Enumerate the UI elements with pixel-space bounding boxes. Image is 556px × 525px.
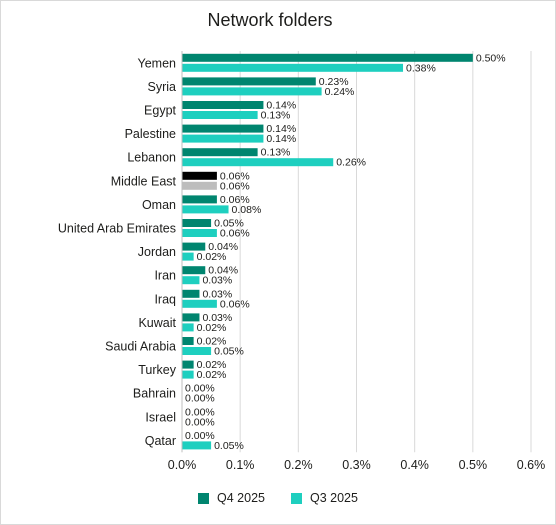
data-label: 0.05% — [214, 218, 244, 230]
bar — [182, 313, 200, 322]
data-label: 0.05% — [214, 440, 244, 452]
data-label: 0.06% — [220, 228, 250, 240]
data-label: 0.13% — [261, 110, 291, 122]
data-label: 0.02% — [197, 322, 227, 334]
data-label: 0.00% — [185, 416, 215, 428]
bar — [182, 63, 404, 72]
bar — [182, 299, 217, 308]
bar — [182, 252, 194, 261]
bar — [182, 87, 322, 96]
bar — [182, 53, 473, 62]
data-label: 0.06% — [220, 180, 250, 192]
data-label: 0.04% — [208, 265, 238, 277]
bar — [182, 242, 206, 251]
data-label: 0.06% — [220, 194, 250, 206]
category-label: Turkey — [138, 363, 176, 377]
category-label: Saudi Arabia — [105, 340, 176, 354]
data-label: 0.00% — [185, 406, 215, 418]
category-label: Yemen — [138, 56, 177, 70]
legend-label-q4: Q4 2025 — [217, 491, 265, 505]
bar — [182, 360, 194, 369]
legend-swatch-q4 — [198, 492, 210, 504]
bar — [182, 171, 217, 180]
legend-item-q3: Q3 2025 — [291, 491, 358, 505]
bar — [182, 337, 194, 345]
bar — [182, 77, 316, 86]
bar — [182, 323, 194, 332]
bar — [182, 289, 200, 298]
category-label: Lebanon — [127, 151, 176, 165]
chart-title: Network folders — [207, 10, 333, 30]
data-label: 0.24% — [325, 86, 355, 98]
data-label: 0.38% — [406, 62, 436, 74]
bar — [182, 181, 217, 190]
x-tick-label: 0.2% — [284, 458, 313, 472]
data-label: 0.02% — [197, 251, 227, 263]
bar — [182, 370, 194, 379]
data-label: 0.50% — [476, 52, 506, 64]
data-label: 0.04% — [208, 241, 238, 253]
category-label: Syria — [148, 80, 177, 94]
bar — [182, 124, 264, 133]
data-label: 0.02% — [197, 336, 227, 348]
data-label: 0.03% — [202, 312, 232, 324]
category-label: Middle East — [111, 174, 177, 188]
bar — [182, 134, 264, 143]
data-label: 0.23% — [319, 76, 349, 88]
data-label: 0.14% — [266, 123, 296, 135]
data-label: 0.14% — [266, 100, 296, 112]
bar — [182, 441, 212, 450]
bar — [182, 148, 258, 157]
data-label: 0.08% — [232, 204, 262, 216]
data-label: 0.00% — [185, 383, 215, 395]
category-label: Iraq — [154, 292, 176, 306]
x-tick-label: 0.5% — [459, 458, 488, 472]
chart-legend: Q4 2025 Q3 2025 — [0, 491, 556, 505]
bar — [182, 101, 264, 109]
data-label: 0.05% — [214, 346, 244, 358]
bar — [182, 195, 217, 204]
bar — [182, 111, 258, 119]
data-label: 0.26% — [336, 157, 366, 169]
x-tick-label: 0.6% — [517, 458, 546, 472]
bar — [182, 229, 217, 237]
category-label: Bahrain — [133, 387, 176, 401]
x-tick-label: 0.4% — [400, 458, 429, 472]
data-label: 0.00% — [185, 430, 215, 442]
data-label: 0.06% — [220, 170, 250, 182]
data-label: 0.14% — [266, 133, 296, 145]
data-label: 0.03% — [202, 288, 232, 300]
category-label: Oman — [142, 198, 176, 212]
legend-swatch-q3 — [291, 492, 302, 504]
legend-label-q3: Q3 2025 — [310, 491, 358, 505]
bar — [182, 205, 229, 214]
bar — [182, 347, 212, 355]
category-label: Palestine — [125, 127, 176, 141]
legend-item-q4: Q4 2025 — [198, 491, 265, 505]
bar — [182, 158, 334, 167]
category-label: Qatar — [145, 434, 176, 448]
x-tick-label: 0.0% — [168, 458, 197, 472]
bar — [182, 219, 212, 227]
category-label: Israel — [145, 410, 176, 424]
category-label: Egypt — [144, 104, 176, 118]
x-tick-label: 0.3% — [342, 458, 371, 472]
data-label: 0.13% — [261, 147, 291, 159]
category-label: Iran — [154, 269, 176, 283]
category-label: Jordan — [138, 245, 176, 259]
category-label: Kuwait — [138, 316, 176, 330]
data-label: 0.06% — [220, 298, 250, 310]
x-tick-label: 0.1% — [226, 458, 255, 472]
bar — [182, 276, 200, 285]
bar — [182, 266, 206, 275]
data-label: 0.02% — [197, 359, 227, 371]
bar-chart: 0.0% 0.1% 0.2% 0.3% 0.4% 0.5% 0.6% Yemen 0.50% 0.… — [58, 51, 546, 472]
data-label: 0.00% — [185, 393, 215, 405]
data-label: 0.03% — [202, 275, 232, 287]
data-label: 0.02% — [197, 369, 227, 381]
category-label: United Arab Emirates — [58, 222, 176, 236]
